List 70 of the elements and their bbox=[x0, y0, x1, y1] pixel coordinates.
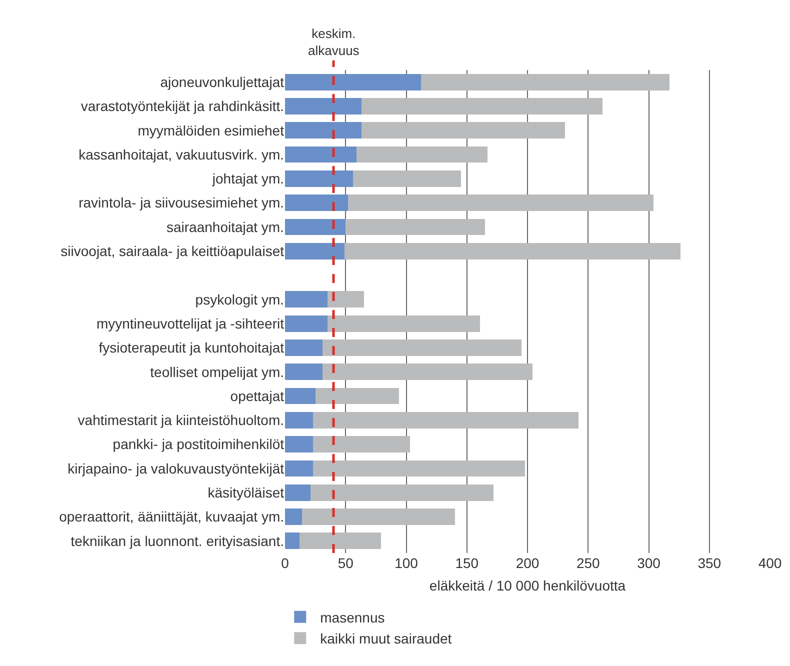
bar bbox=[322, 364, 532, 380]
legend-label: masennus bbox=[320, 609, 385, 626]
x-tick-label: 100 bbox=[394, 555, 418, 571]
y-tick-label: ajoneuvonkuljettajat bbox=[160, 74, 284, 90]
bar bbox=[285, 146, 357, 163]
y-tick-label: tekniikan ja luonnont. erityisasiant. bbox=[70, 532, 284, 549]
bar bbox=[302, 508, 455, 525]
y-tick-label: käsityöläiset bbox=[208, 484, 284, 501]
bar bbox=[285, 194, 348, 212]
y-tick-label: operaattorit, ääniittäjät, kuvaajat ym. bbox=[59, 508, 284, 525]
bar bbox=[285, 436, 313, 453]
bar bbox=[327, 291, 364, 308]
x-tick-label: 400 bbox=[758, 555, 782, 571]
bar bbox=[285, 508, 302, 525]
bar bbox=[285, 364, 323, 380]
bar bbox=[285, 98, 362, 114]
x-tick-label: 350 bbox=[698, 555, 722, 571]
y-tick-label: fysioterapeutit ja kuntohoitajat bbox=[98, 340, 284, 356]
y-tick-label: psykologit ym. bbox=[195, 291, 284, 308]
bar bbox=[361, 98, 603, 114]
y-tick-label: pankki- ja postitoimihenkilöt bbox=[112, 436, 284, 452]
y-tick-label: ravintola- ja siivousesimiehet ym. bbox=[78, 194, 284, 211]
y-tick-label: varastotyöntekijät ja rahdinkäsitt. bbox=[80, 98, 284, 114]
y-tick-label: sairaanhoitajat ym. bbox=[166, 218, 284, 235]
bar bbox=[285, 340, 323, 356]
bar bbox=[285, 484, 310, 501]
y-tick-label: vahtimestarit ja kiinteistöhuoltom. bbox=[78, 412, 284, 428]
bar bbox=[285, 74, 421, 90]
x-tick-label: 200 bbox=[516, 555, 540, 571]
y-tick-label: teolliset ompelijat ym. bbox=[150, 364, 284, 380]
bar bbox=[285, 388, 316, 404]
bar bbox=[346, 218, 486, 236]
y-tick-label: opettajat bbox=[230, 388, 284, 404]
x-tick-label: 150 bbox=[455, 555, 479, 571]
ref-line-label: keskim. alkavuus bbox=[308, 26, 360, 58]
bar bbox=[285, 170, 353, 187]
y-tick-label: kirjapaino- ja valokuvaustyöntekijät bbox=[68, 460, 284, 476]
y-tick-label: johtajat ym. bbox=[211, 170, 284, 187]
x-tick-label: 250 bbox=[576, 555, 600, 571]
bar bbox=[352, 170, 461, 187]
bar bbox=[312, 436, 410, 453]
x-tick-label: 300 bbox=[637, 555, 661, 571]
x-tick-label: 50 bbox=[338, 555, 354, 571]
y-tick-label: kassanhoitajat, vakuutusvirk. ym. bbox=[78, 146, 284, 162]
bar bbox=[312, 412, 578, 428]
bar bbox=[300, 532, 381, 550]
bar bbox=[310, 484, 494, 501]
bar bbox=[361, 122, 566, 139]
bar bbox=[312, 460, 526, 477]
bar bbox=[285, 460, 313, 477]
bar bbox=[285, 291, 328, 308]
y-tick-label: myymälöiden esimiehet bbox=[138, 122, 284, 138]
y-tick-label: myyntineuvottelijat ja -sihteerit bbox=[96, 315, 284, 332]
bar bbox=[420, 74, 670, 90]
bar bbox=[285, 122, 362, 139]
bar bbox=[285, 218, 346, 236]
bar bbox=[356, 146, 488, 163]
bar bbox=[322, 340, 522, 356]
bar bbox=[344, 242, 680, 260]
legend-label: kaikki muut sairaudet bbox=[320, 630, 452, 647]
x-tick-label: 0 bbox=[281, 555, 290, 571]
y-tick-label: siivoojat, sairaala- ja keittiöapulaiset bbox=[60, 243, 284, 260]
bar bbox=[285, 412, 313, 428]
bar bbox=[285, 532, 300, 550]
x-axis-title: eläkkeitä / 10 000 henkilövuotta bbox=[429, 577, 626, 594]
bar bbox=[327, 315, 480, 332]
bar bbox=[348, 194, 654, 212]
bar bbox=[285, 315, 328, 332]
bar bbox=[285, 242, 344, 260]
bar bbox=[315, 388, 399, 404]
